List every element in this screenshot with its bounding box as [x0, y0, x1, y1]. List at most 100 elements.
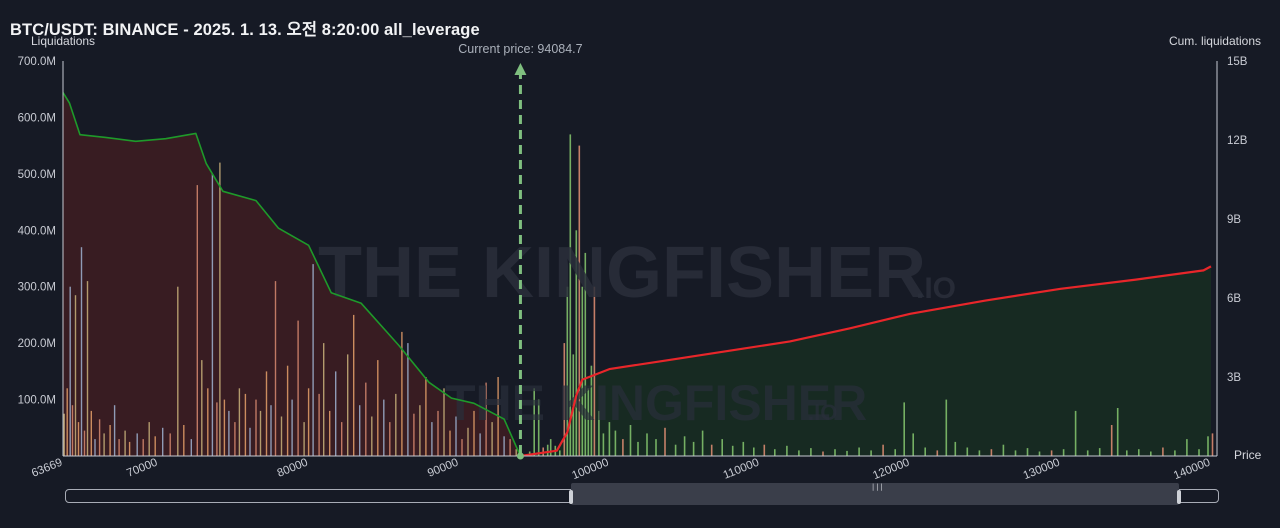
- range-handle-right[interactable]: [1177, 490, 1181, 504]
- liquidation-bar: [584, 252, 587, 456]
- y-tick-label: 600.0M: [18, 112, 56, 124]
- liquidation-bar: [407, 343, 409, 456]
- liquidation-bar: [162, 427, 164, 456]
- liquidation-bar: [894, 449, 896, 456]
- current-price-arrow-icon: [514, 63, 527, 75]
- liquidation-bar: [912, 433, 914, 456]
- liquidation-bar: [335, 371, 337, 456]
- liquidation-bar: [786, 445, 788, 456]
- watermark-text-top: THE KINGFISHER: [318, 233, 926, 313]
- x-tick-label: 140000: [1172, 457, 1212, 483]
- liquidation-bar: [479, 433, 481, 456]
- liquidation-bar: [238, 388, 241, 456]
- liquidation-bar: [629, 425, 632, 456]
- current-price-dot: [516, 452, 524, 460]
- liquidation-bar: [1138, 449, 1140, 456]
- liquidation-bar: [69, 286, 71, 456]
- liquidation-bar: [183, 425, 185, 456]
- liquidation-bar: [383, 399, 385, 456]
- liquidation-bar: [664, 427, 666, 456]
- liquidation-bar: [515, 449, 517, 456]
- liquidation-bar: [683, 436, 686, 457]
- liquidation-bar: [207, 388, 209, 456]
- liquidation-bar: [401, 331, 403, 456]
- watermark-suffix-bottom: .IO: [808, 400, 837, 425]
- range-grip-icon[interactable]: |||: [871, 483, 884, 491]
- y-tick-label: 700.0M: [18, 56, 56, 68]
- liquidation-bar: [377, 360, 379, 456]
- range-scrollbar-thumb[interactable]: [571, 483, 1179, 505]
- liquidation-bar: [1150, 451, 1152, 456]
- current-price-marker: Current price: 94084.7: [458, 42, 583, 460]
- liquidation-bar: [1062, 449, 1065, 456]
- liquidation-bar: [312, 264, 314, 456]
- liquidation-bar: [1086, 450, 1089, 456]
- liquidation-bar: [154, 436, 156, 457]
- liquidation-bar: [77, 422, 80, 456]
- liquidation-bar: [291, 399, 293, 456]
- liquidation-bar: [710, 444, 713, 456]
- liquidation-bar: [763, 444, 766, 456]
- liquidation-bar: [614, 430, 617, 456]
- cumulative-long-line: [62, 92, 522, 457]
- y2-tick-label: 15B: [1227, 56, 1248, 68]
- liquidation-bar: [581, 286, 584, 456]
- liquidation-bar: [753, 447, 755, 456]
- x-tick-label: 80000: [276, 457, 310, 480]
- liquidation-bar: [94, 439, 96, 456]
- liquidation-bar: [323, 343, 325, 456]
- liquidation-bar: [721, 439, 723, 456]
- liquidation-bar: [128, 441, 131, 456]
- liquidation-bar: [1110, 425, 1113, 456]
- liquidation-bar: [503, 436, 505, 457]
- liquidation-bar: [286, 365, 289, 456]
- y-tick-label: 100.0M: [18, 395, 56, 407]
- cumulative-lines: [62, 92, 1212, 458]
- liquidation-bar: [431, 422, 433, 456]
- x-tick-label: 130000: [1022, 457, 1062, 483]
- liquidation-bar: [74, 295, 77, 456]
- liquidation-bar: [742, 441, 745, 456]
- liquidation-bar: [265, 371, 268, 456]
- range-handle-left[interactable]: [569, 490, 573, 504]
- current-price-label: Current price: 94084.7: [458, 42, 582, 56]
- liquidation-bar: [118, 439, 120, 456]
- liquidation-bar: [86, 281, 89, 456]
- liquidation-bar: [201, 360, 203, 456]
- kingfisher-watermark: THE KINGFISHER .IO THE KINGFISHER .IO: [318, 233, 956, 431]
- liquidation-bar: [83, 430, 86, 456]
- liquidation-bar: [870, 450, 872, 456]
- liquidation-bar: [598, 410, 600, 456]
- cumulative-short-area: [520, 266, 1211, 456]
- liquidation-bar: [90, 410, 92, 456]
- liquidation-bar: [1050, 450, 1053, 456]
- liquidation-bar: [307, 388, 310, 456]
- liquidation-bar: [587, 388, 590, 456]
- y2-axis-title: Cum. liquidations: [1169, 34, 1261, 48]
- liquidation-bar: [270, 405, 272, 456]
- x-tick-label: 100000: [570, 457, 610, 483]
- liquidation-bar: [255, 399, 257, 456]
- liquidation-bar: [1211, 433, 1214, 456]
- liquidation-bar: [425, 377, 427, 456]
- liquidation-bar: [1074, 410, 1077, 456]
- y-tick-label: 200.0M: [18, 338, 56, 350]
- watermark-suffix-top: .IO: [916, 272, 956, 305]
- liquidation-bar: [365, 382, 367, 456]
- liquidation-bar: [924, 447, 926, 456]
- liquidation-bar: [211, 173, 214, 456]
- y2-tick-label: 12B: [1227, 135, 1248, 147]
- liquidation-bar: [228, 410, 230, 456]
- liquidation-bar: [413, 413, 415, 456]
- liquidation-bar: [774, 449, 776, 456]
- liquidation-bar: [954, 441, 957, 456]
- x-tick-label: 70000: [125, 457, 159, 480]
- x-axis-title: Price: [1234, 448, 1262, 462]
- liquidation-bar: [371, 416, 373, 456]
- liquidation-bar: [936, 450, 939, 456]
- liquidation-bar: [858, 447, 860, 456]
- liquidation-bar: [692, 441, 695, 456]
- liquidation-bar: [575, 230, 578, 456]
- liquidation-bar: [1207, 436, 1209, 457]
